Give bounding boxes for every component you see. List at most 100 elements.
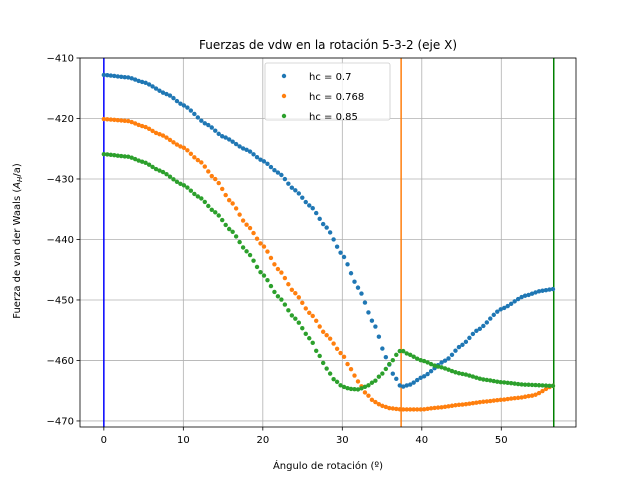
data-point bbox=[383, 354, 389, 360]
data-point bbox=[394, 406, 399, 412]
data-point bbox=[522, 382, 528, 387]
data-point bbox=[355, 379, 361, 384]
data-point bbox=[286, 308, 291, 313]
data-point bbox=[167, 174, 173, 179]
data-point bbox=[244, 222, 249, 227]
data-point bbox=[129, 76, 134, 81]
data-point bbox=[474, 375, 479, 380]
data-point bbox=[303, 331, 308, 337]
data-point bbox=[244, 249, 249, 254]
data-point bbox=[240, 218, 246, 223]
data-point bbox=[146, 82, 152, 87]
data-point bbox=[411, 354, 416, 359]
data-point bbox=[362, 384, 368, 389]
data-point bbox=[171, 140, 176, 145]
data-point bbox=[101, 116, 107, 122]
data-point bbox=[195, 194, 201, 199]
data-point bbox=[453, 370, 458, 375]
data-point bbox=[366, 383, 371, 388]
data-point bbox=[390, 406, 396, 411]
data-point bbox=[515, 296, 521, 302]
data-point bbox=[505, 396, 510, 402]
data-point bbox=[421, 407, 427, 412]
data-point bbox=[376, 334, 382, 339]
data-point bbox=[404, 407, 409, 412]
data-point bbox=[366, 393, 371, 398]
data-point bbox=[547, 287, 552, 292]
data-point bbox=[491, 312, 496, 318]
x-tick-label: 20 bbox=[256, 435, 269, 446]
data-point bbox=[376, 402, 382, 407]
x-tick-label: 0 bbox=[101, 435, 107, 446]
data-point bbox=[293, 291, 298, 296]
data-point bbox=[261, 273, 267, 278]
data-point bbox=[505, 303, 510, 309]
data-point bbox=[491, 398, 496, 403]
data-point bbox=[220, 217, 225, 223]
data-point bbox=[202, 164, 208, 169]
data-point bbox=[275, 266, 281, 272]
y-tick-label: −470 bbox=[47, 416, 74, 427]
data-point bbox=[418, 375, 423, 381]
data-point bbox=[202, 121, 208, 126]
x-tick-label: 40 bbox=[415, 435, 428, 446]
data-point bbox=[408, 407, 413, 412]
data-point bbox=[174, 98, 180, 104]
data-point bbox=[414, 377, 420, 383]
data-point bbox=[192, 111, 197, 117]
data-point bbox=[105, 72, 110, 78]
data-point bbox=[373, 324, 378, 329]
y-axis-label: Fuerza de van der Waals (AH/a) bbox=[12, 163, 24, 319]
x-tick-label: 10 bbox=[177, 435, 190, 446]
data-point bbox=[129, 119, 134, 125]
data-point bbox=[331, 376, 336, 382]
data-point bbox=[272, 289, 277, 295]
data-point bbox=[244, 147, 249, 153]
data-point bbox=[213, 176, 218, 182]
data-point bbox=[488, 378, 493, 383]
data-point bbox=[101, 151, 107, 157]
data-point bbox=[324, 225, 329, 230]
data-point bbox=[394, 376, 399, 382]
data-point bbox=[119, 118, 124, 123]
data-point bbox=[348, 386, 354, 392]
data-point bbox=[355, 285, 361, 290]
data-point bbox=[303, 306, 308, 311]
data-point bbox=[526, 382, 531, 387]
data-point bbox=[265, 277, 270, 283]
data-point bbox=[139, 79, 145, 85]
data-point bbox=[529, 393, 535, 398]
data-point bbox=[206, 169, 211, 174]
data-point bbox=[223, 135, 228, 140]
data-point bbox=[359, 291, 364, 296]
data-point bbox=[390, 371, 396, 376]
data-point bbox=[254, 264, 260, 270]
data-point bbox=[404, 383, 409, 388]
data-point bbox=[146, 162, 152, 167]
data-point bbox=[453, 348, 458, 353]
data-point bbox=[279, 297, 284, 302]
data-point bbox=[185, 105, 190, 110]
data-point bbox=[439, 360, 444, 365]
y-axis-label-tail: /a) bbox=[12, 163, 23, 176]
data-point bbox=[230, 229, 235, 235]
data-point bbox=[126, 154, 131, 159]
data-point bbox=[512, 381, 517, 386]
data-point bbox=[512, 395, 517, 401]
data-point bbox=[317, 324, 322, 329]
data-point bbox=[449, 352, 455, 357]
data-point bbox=[289, 287, 295, 292]
data-point bbox=[502, 305, 507, 311]
data-point bbox=[213, 128, 218, 133]
data-point bbox=[338, 383, 343, 388]
data-point bbox=[408, 352, 413, 358]
data-point bbox=[115, 153, 120, 158]
data-point bbox=[533, 290, 538, 295]
data-point bbox=[508, 380, 514, 386]
data-point bbox=[153, 166, 159, 172]
data-point bbox=[442, 404, 448, 410]
data-point bbox=[199, 118, 204, 123]
data-point bbox=[226, 226, 232, 232]
data-point bbox=[498, 397, 503, 403]
data-point bbox=[484, 377, 490, 383]
